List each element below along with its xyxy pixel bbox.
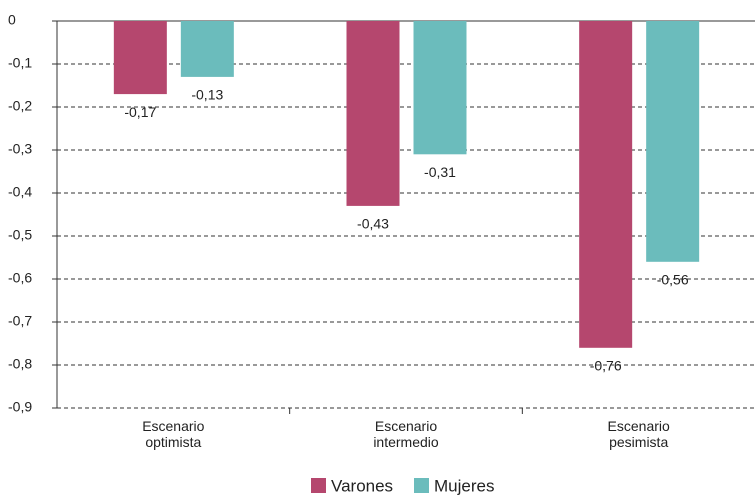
y-tick-label: -0,9 [8,399,32,415]
legend-swatch [414,478,429,493]
x-tick-label: Escenario pesimista [608,418,670,450]
x-tick-label: Escenario intermedio [373,418,439,450]
x-tick-label-line: optimista [145,434,201,450]
bar [579,21,633,348]
bar [646,21,700,262]
y-tick-label: -0,2 [8,98,32,114]
bar [180,21,234,77]
value-label: -0,17 [124,104,156,120]
value-label: -0,31 [424,164,456,180]
legend-swatch [311,478,326,493]
value-label: -0,13 [191,87,223,103]
legend-label: Varones [331,476,393,495]
value-label: -0,76 [590,358,622,374]
legend-label: Mujeres [434,476,494,495]
x-tick-label-line: Escenario [608,418,670,434]
y-tick-label: -0,4 [8,184,32,200]
y-tick-label: -0,3 [8,141,32,157]
x-tick-label-line: Escenario [142,418,204,434]
y-tick-label: -0,8 [8,356,32,372]
y-tick-label: -0,6 [8,270,32,286]
x-tick-label-line: intermedio [373,434,439,450]
bar [113,21,167,95]
y-tick-label: 0 [8,12,16,28]
y-tick-label: -0,7 [8,313,32,329]
value-label: -0,56 [657,272,689,288]
x-tick-label-line: Escenario [375,418,437,434]
value-label: -0,43 [357,216,389,232]
bar [413,21,467,155]
y-tick-label: -0,1 [8,55,32,71]
x-tick-label: Escenario optimista [142,418,204,450]
x-tick-label-line: pesimista [609,434,668,450]
y-tick-label: -0,5 [8,227,32,243]
bar [346,21,400,206]
